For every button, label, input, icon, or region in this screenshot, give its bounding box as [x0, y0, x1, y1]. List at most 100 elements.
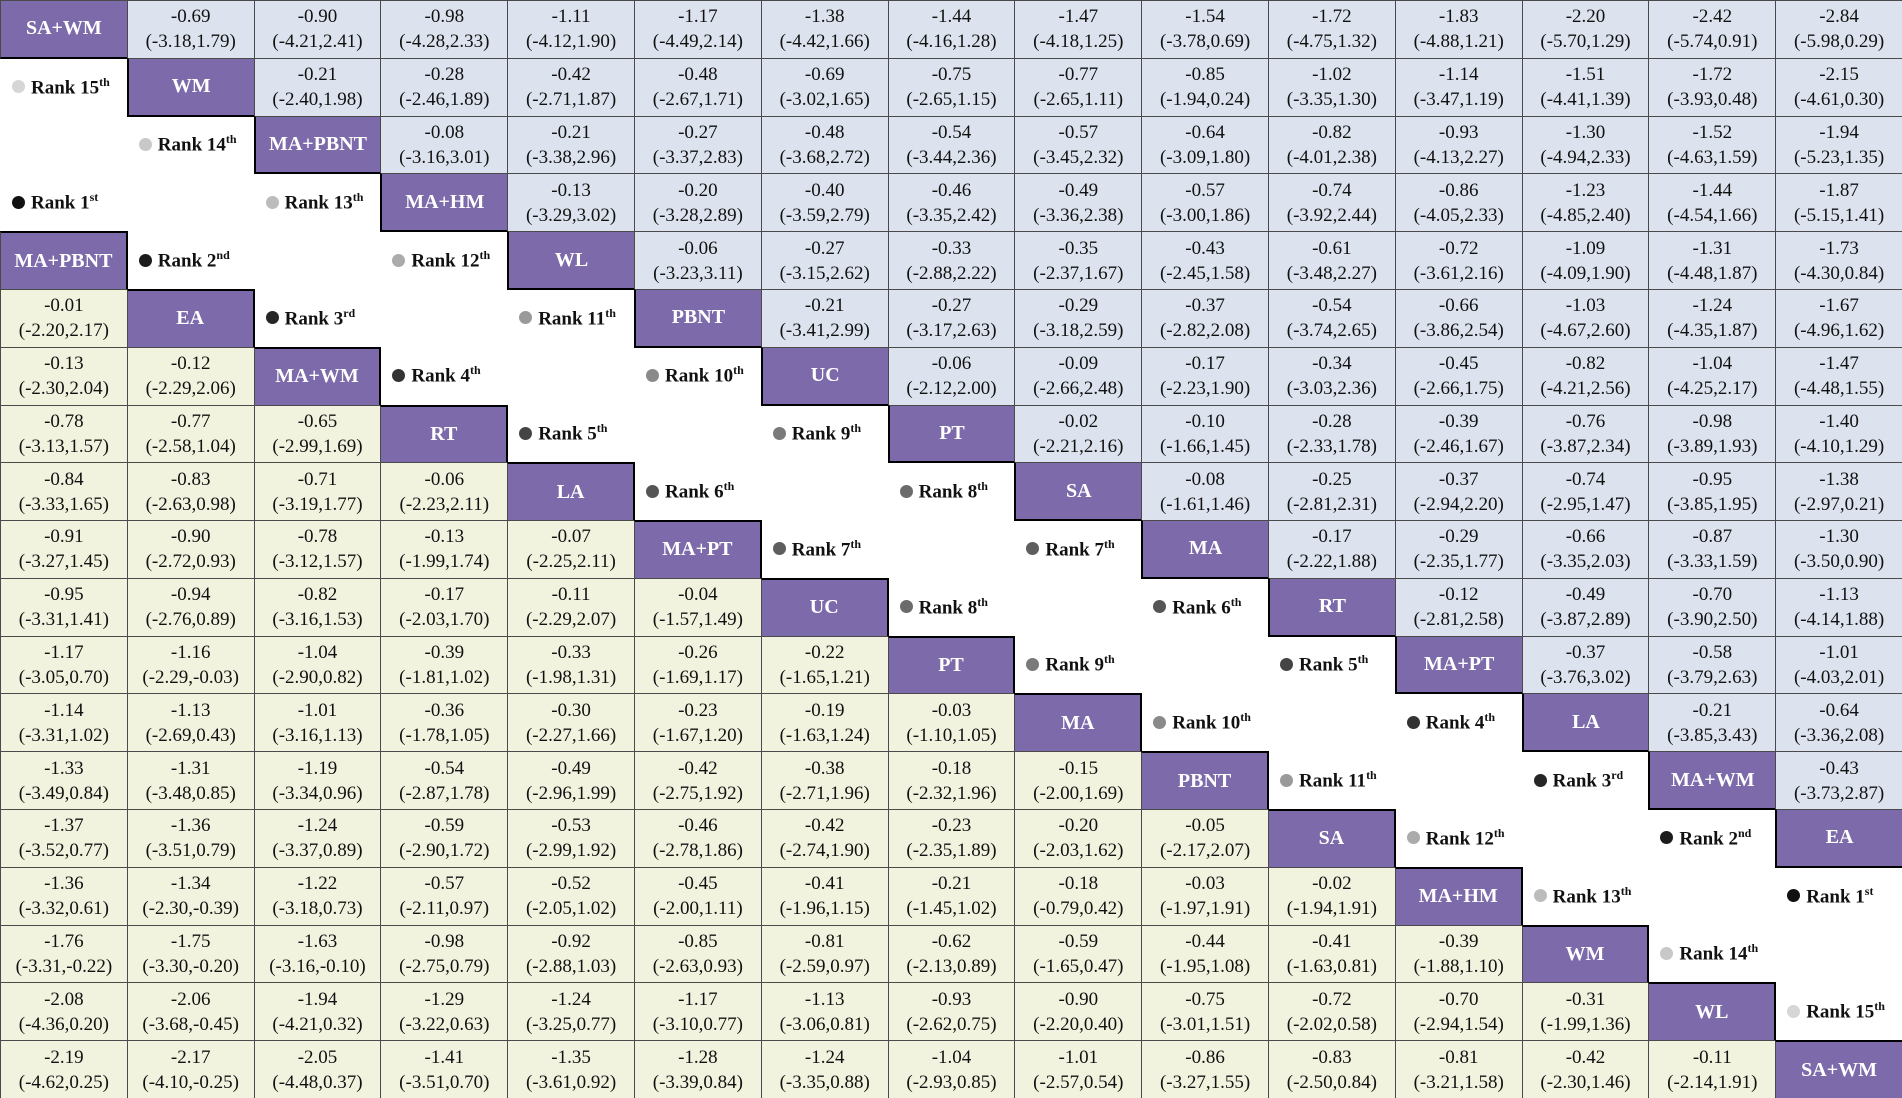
effect-estimate: -0.92	[551, 931, 591, 953]
effect-estimate: -0.54	[931, 121, 972, 143]
confidence-interval: (-1.57,1.49)	[652, 609, 744, 631]
confidence-interval: (-2.63,0.98)	[145, 493, 236, 515]
confidence-interval: (-2.21,2.16)	[1033, 435, 1124, 457]
rank-label: Rank 4th	[392, 347, 481, 405]
effect-estimate: -1.24	[804, 1046, 845, 1068]
estimate-cell: -0.42 (-2.30,1.46)	[1521, 1040, 1650, 1098]
rank-text: Rank 5th	[538, 421, 607, 445]
effect-estimate: -1.31	[170, 757, 211, 779]
estimate-cell: -1.29 (-3.22,0.63)	[380, 982, 509, 1042]
effect-estimate: -0.57	[1185, 179, 1225, 201]
rank-text: Rank 12th	[1426, 826, 1505, 850]
effect-estimate: -1.36	[44, 873, 84, 895]
rank-suffix: th	[605, 305, 616, 320]
confidence-interval: (-4.94,2.33)	[1540, 146, 1631, 168]
confidence-interval: (-3.36,2.38)	[1033, 204, 1124, 226]
confidence-interval: (-2.99,1.92)	[525, 840, 617, 862]
effect-estimate: -0.42	[551, 64, 591, 86]
confidence-interval: (-3.79,2.63)	[1667, 667, 1758, 689]
rank-number: Rank 15	[1806, 1001, 1875, 1023]
estimate-cell: -1.17 (-3.10,0.77)	[634, 982, 762, 1042]
rank-dot	[392, 253, 406, 267]
confidence-interval: (-4.96,1.62)	[1793, 320, 1885, 342]
confidence-interval: (-2.66,1.75)	[1413, 378, 1504, 400]
estimate-cell: -0.21 (-3.41,2.99)	[760, 288, 889, 348]
estimate-cell: -1.54 (-3.78,0.69)	[1141, 0, 1269, 59]
estimate-cell: -0.66 (-3.35,2.03)	[1521, 520, 1650, 579]
effect-estimate: -0.11	[1692, 1046, 1732, 1068]
estimate-cell: -0.26 (-1.69,1.17)	[634, 635, 762, 695]
effect-estimate: -0.10	[1185, 410, 1225, 432]
effect-estimate: -0.03	[1185, 873, 1225, 895]
estimate-cell: -0.95 (-3.85,1.95)	[1648, 462, 1777, 522]
treatment-cell: RT	[1268, 577, 1396, 637]
effect-estimate: -0.36	[424, 699, 465, 721]
confidence-interval: (-2.05,1.02)	[525, 898, 617, 920]
confidence-interval: (-3.90,2.50)	[1667, 609, 1758, 631]
confidence-interval: (-3.13,1.57)	[18, 435, 110, 457]
estimate-cell: -0.59 (-2.90,1.72)	[380, 809, 509, 868]
rank-label: Rank 7th	[1026, 520, 1115, 578]
rank-text: Rank 9th	[1045, 652, 1114, 676]
confidence-interval: (-3.41,2.99)	[779, 320, 870, 342]
effect-estimate: -1.94	[297, 988, 338, 1010]
confidence-interval: (-3.48,0.85)	[145, 782, 236, 804]
confidence-interval: (-4.36,0.20)	[18, 1013, 110, 1035]
effect-estimate: -0.28	[424, 64, 465, 86]
rank-label: Rank 12th	[1406, 809, 1505, 867]
confidence-interval: (-3.09,1.80)	[1159, 146, 1251, 168]
confidence-interval: (-2.13,0.89)	[906, 956, 997, 978]
rank-label: Rank 11th	[1280, 751, 1377, 809]
rank-suffix: th	[470, 363, 481, 378]
confidence-interval: (-3.68,-0.45)	[142, 1013, 239, 1035]
effect-estimate: -1.01	[1058, 1046, 1099, 1068]
estimate-cell: -2.05 (-4.48,0.37)	[253, 1040, 382, 1098]
effect-estimate: -1.44	[1692, 179, 1733, 201]
effect-estimate: -1.51	[1565, 64, 1606, 86]
estimate-cell: -1.16 (-2.29,-0.03)	[126, 635, 255, 695]
confidence-interval: (-3.49,0.84)	[18, 782, 110, 804]
estimate-cell: -1.19 (-3.34,0.96)	[253, 751, 382, 811]
estimate-cell: -0.12 (-2.81,2.58)	[1394, 577, 1523, 637]
effect-estimate: -2.06	[170, 988, 211, 1010]
estimate-cell: -2.08 (-4.36,0.20)	[0, 982, 128, 1042]
estimate-cell: -2.17 (-4.10,-0.25)	[126, 1040, 255, 1098]
effect-estimate: -0.57	[424, 873, 465, 895]
estimate-cell: -0.98 (-4.28,2.33)	[380, 0, 509, 59]
estimate-cell: -1.17 (-4.49,2.14)	[634, 0, 762, 59]
effect-estimate: -0.02	[1058, 410, 1099, 432]
estimate-cell: -0.21 (-3.38,2.96)	[507, 115, 635, 175]
estimate-cell: -0.98 (-3.89,1.93)	[1648, 404, 1777, 464]
effect-estimate: -0.06	[931, 353, 972, 375]
rank-text: Rank 15th	[1806, 999, 1885, 1023]
estimate-cell: -0.06 (-3.23,3.11)	[634, 231, 762, 290]
confidence-interval: (-2.25,2.11)	[526, 551, 616, 573]
rank-number: Rank 4	[1425, 712, 1485, 734]
confidence-interval: (-4.12,1.90)	[525, 31, 617, 53]
rank-text: Rank 12th	[411, 248, 490, 272]
effect-estimate: -0.41	[1312, 931, 1352, 953]
confidence-interval: (-2.30,2.04)	[18, 378, 110, 400]
estimate-cell: -0.20 (-2.03,1.62)	[1014, 809, 1143, 868]
confidence-interval: (-2.12,2.00)	[906, 378, 997, 400]
estimate-cell: -0.29 (-3.18,2.59)	[1014, 288, 1143, 348]
estimate-cell: -1.28 (-3.39,0.84)	[634, 1040, 762, 1098]
confidence-interval: (-5.98,0.29)	[1793, 31, 1885, 53]
treatment-name: MA+HM	[1418, 885, 1498, 908]
rank-number: Rank 10	[1172, 712, 1241, 734]
treatment-name: PBNT	[671, 306, 726, 329]
rank-text: Rank 5th	[1299, 652, 1368, 676]
confidence-interval: (-2.67,1.71)	[652, 89, 744, 111]
rank-text: Rank 6th	[1172, 595, 1241, 619]
estimate-cell: -0.03 (-1.10,1.05)	[887, 693, 1016, 753]
confidence-interval: (-3.85,3.43)	[1667, 724, 1758, 746]
estimate-cell: -1.72 (-3.93,0.48)	[1648, 57, 1777, 117]
effect-estimate: -0.21	[1692, 699, 1733, 721]
rank-label: Rank 4th	[1406, 693, 1495, 751]
confidence-interval: (-2.69,0.43)	[145, 724, 236, 746]
estimate-cell: -1.01 (-3.16,1.13)	[253, 693, 382, 753]
effect-estimate: -2.17	[170, 1046, 211, 1068]
confidence-interval: (-2.46,1.67)	[1413, 435, 1504, 457]
confidence-interval: (-3.27,1.45)	[18, 551, 110, 573]
rank-suffix: th	[723, 479, 735, 494]
